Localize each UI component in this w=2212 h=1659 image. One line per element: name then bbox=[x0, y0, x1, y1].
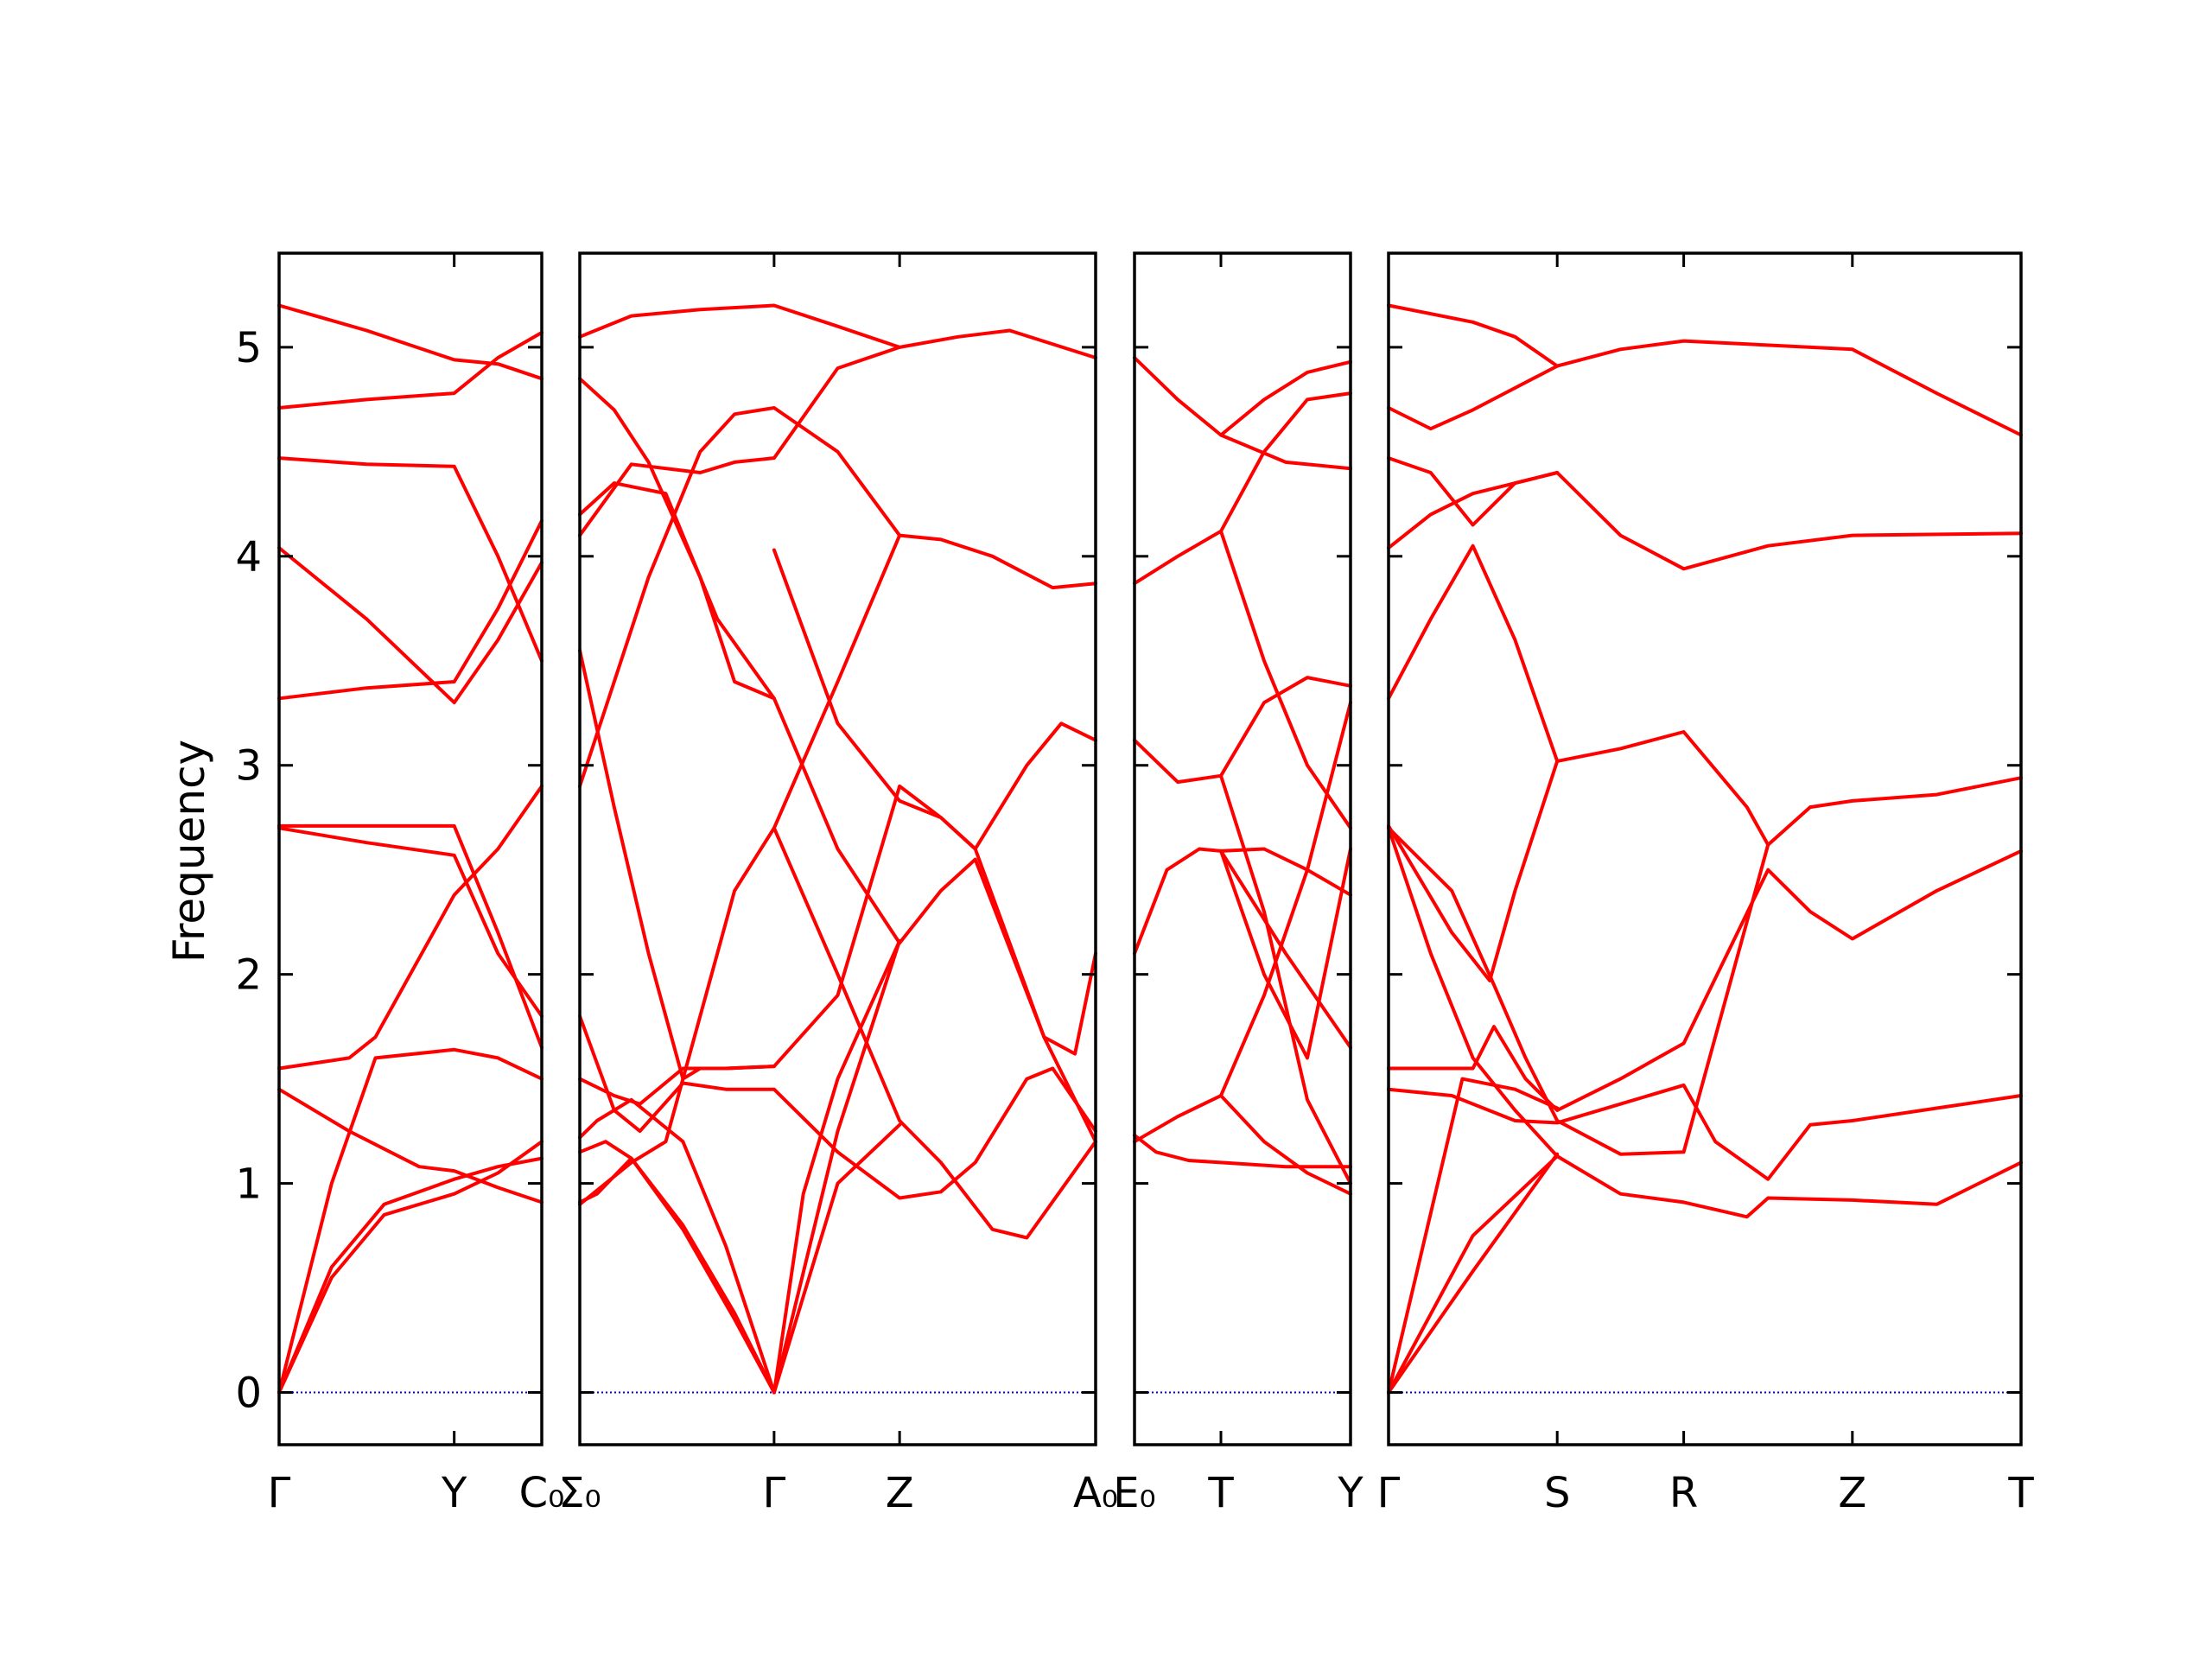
panel-2-band-3 bbox=[578, 1097, 776, 1395]
panel-4-band-4 bbox=[1387, 1083, 2023, 1181]
panel-4-xtick-label-1: S bbox=[1544, 1469, 1570, 1517]
panel-1-xtick-label-1: Y bbox=[441, 1469, 467, 1517]
panel-1-frame bbox=[277, 251, 543, 1446]
panel-4-xtick-label-4: T bbox=[2007, 1469, 2034, 1517]
panel-3-xtick-label-1: T bbox=[1207, 1469, 1234, 1517]
panel-1-band-1 bbox=[277, 1140, 543, 1395]
panel-2-band-12 bbox=[578, 826, 1097, 1240]
panel-4-band-5 bbox=[1387, 849, 2023, 1112]
panel-2-xtick-label-2: Z bbox=[886, 1469, 914, 1517]
panel-4-xtick-label-2: R bbox=[1669, 1469, 1698, 1517]
panel-3-band-8 bbox=[1219, 701, 1352, 1097]
panel-1-band-8 bbox=[277, 518, 543, 701]
panel-2-xtick-label-3: A₀ bbox=[1073, 1469, 1118, 1517]
ytick-label-1: 1 bbox=[235, 1160, 262, 1209]
panel-4-band-1 bbox=[1387, 1152, 1560, 1395]
panel-1-band-7 bbox=[277, 826, 543, 1018]
panel-3-band-6 bbox=[1133, 356, 1352, 471]
panel-2-band-11 bbox=[578, 303, 902, 349]
panel-1-band-3 bbox=[277, 1087, 543, 1205]
panel-2-band-5 bbox=[578, 1014, 1097, 1200]
panel-4-band-2 bbox=[1387, 1154, 1560, 1395]
panel-4-band-11 bbox=[1387, 456, 1560, 527]
panel-3-band-5 bbox=[1133, 529, 1352, 830]
panel-2-band-8 bbox=[578, 328, 1097, 537]
panel-4-xtick-label-0: Γ bbox=[1377, 1469, 1401, 1517]
panel-4-xtick-label-3: Z bbox=[1838, 1469, 1866, 1517]
panel-3-band-9 bbox=[1219, 847, 1352, 897]
panel-3-xtick-label-0: E₀ bbox=[1113, 1469, 1156, 1517]
panel-4-band-6 bbox=[1387, 776, 2023, 1156]
panel-2-band-15 bbox=[772, 938, 902, 1395]
panel-1-band-10 bbox=[277, 456, 543, 663]
panel-2-band-6 bbox=[578, 406, 1097, 788]
panel-3-band-7 bbox=[1219, 359, 1352, 437]
panel-3-band-10 bbox=[1219, 773, 1352, 1185]
panel-1-band-9 bbox=[277, 546, 543, 705]
panel-2-band-2 bbox=[578, 1140, 776, 1395]
panel-1-band-5 bbox=[277, 1047, 543, 1395]
panel-1-xtick-label-0: Γ bbox=[268, 1469, 291, 1517]
panel-2-band-16 bbox=[772, 533, 902, 830]
panel-3-band-1 bbox=[1133, 1133, 1352, 1169]
panel-2-band-4 bbox=[578, 784, 1097, 1144]
panel-4-band-3 bbox=[1387, 1077, 1560, 1395]
y-axis-label: Frequency bbox=[164, 740, 214, 963]
panel-2-band-14 bbox=[772, 1122, 902, 1395]
panel-2-band-13 bbox=[772, 938, 902, 1395]
panel-2-frame bbox=[578, 251, 1097, 1446]
ytick-label-0: 0 bbox=[235, 1370, 262, 1418]
panel-3-band-11 bbox=[1219, 391, 1352, 533]
panel-2-band-17 bbox=[772, 548, 1097, 851]
panel-4-band-9 bbox=[1387, 759, 1560, 982]
panel-3-band-3 bbox=[1133, 847, 1352, 1050]
ytick-label-2: 2 bbox=[235, 951, 262, 1000]
panel-3-band-2 bbox=[1133, 1094, 1352, 1196]
panel-2-band-7 bbox=[578, 648, 776, 1081]
panel-1-band-4 bbox=[277, 784, 543, 1071]
panel-2-xtick-label-1: Γ bbox=[762, 1469, 785, 1517]
panel-4-band-8 bbox=[1387, 543, 1770, 847]
ytick-label-4: 4 bbox=[235, 533, 262, 582]
panel-4-band-13 bbox=[1387, 303, 1560, 368]
panel-2-band-1 bbox=[578, 1156, 776, 1395]
panel-2-xtick-label-0: Σ₀ bbox=[558, 1469, 601, 1517]
panel-3-frame bbox=[1133, 251, 1352, 1446]
panel-1-band-12 bbox=[277, 303, 543, 381]
panel-3-xtick-label-2: Y bbox=[1337, 1469, 1363, 1517]
panel-1-xtick-label-2: C₀ bbox=[519, 1469, 565, 1517]
panel-2-band-9 bbox=[578, 481, 1097, 1056]
ytick-label-3: 3 bbox=[235, 742, 262, 791]
panel-4-band-10 bbox=[1387, 471, 2023, 571]
panel-1-band-11 bbox=[277, 330, 543, 410]
panel-3-band-4 bbox=[1133, 676, 1352, 785]
panel-3-band-12 bbox=[1219, 847, 1352, 1060]
panel-4-band-12 bbox=[1387, 339, 2023, 437]
panel-2-band-10 bbox=[578, 377, 776, 701]
panel-4-frame bbox=[1387, 251, 2023, 1446]
panel-1-band-6 bbox=[277, 823, 543, 1050]
ytick-label-5: 5 bbox=[235, 324, 262, 372]
panel-4-band-7 bbox=[1387, 826, 2023, 1219]
panel-1-band-2 bbox=[277, 1156, 543, 1395]
